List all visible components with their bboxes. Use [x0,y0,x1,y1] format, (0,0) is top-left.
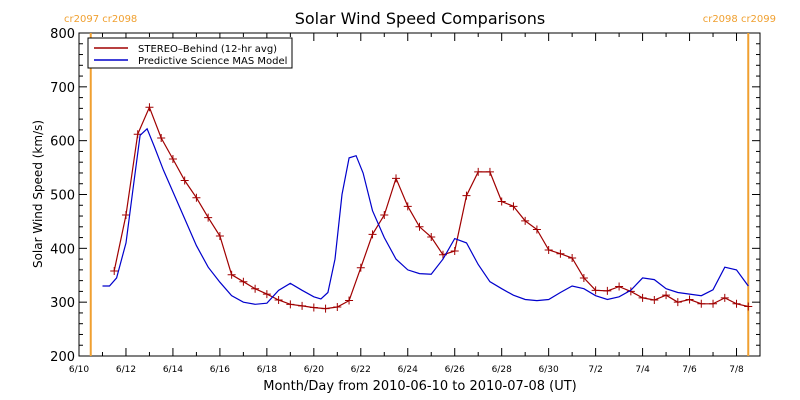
y-tick-label: 700 [50,81,75,96]
data-point [356,263,365,272]
data-point [227,270,236,279]
data-point [168,154,177,163]
y-tick-label: 400 [50,242,75,257]
x-tick-label: 6/18 [257,365,277,375]
data-point [662,291,671,300]
data-point [333,303,342,312]
data-point [638,293,647,302]
x-tick-label: 6/14 [163,365,183,375]
x-tick-label: 6/24 [398,365,418,375]
x-tick-label: 6/30 [539,365,559,375]
data-point [427,233,436,242]
x-tick-label: 6/20 [304,365,324,375]
y-axis-label: Solar Wind Speed (km/s) [31,120,45,268]
y-tick-label: 600 [50,135,75,150]
plot-area: 200 300 400 500 600 700 800 6/10 6/12 6/14 6/16 6/1… [50,14,776,375]
data-point [709,299,718,308]
data-point [697,299,706,308]
data-point [110,266,119,275]
x-tick-label: 7/2 [588,365,602,375]
chart-title: Solar Wind Speed Comparisons [295,9,546,28]
data-point [180,176,189,185]
data-point [380,210,389,219]
data-point [568,254,577,263]
x-tick-label: 7/4 [635,365,650,375]
data-point [345,296,354,305]
x-tick-label: 6/28 [492,365,512,375]
data-point [145,103,154,112]
x-tick-label: 6/10 [69,365,89,375]
carrington-marker-label: cr2098 cr2099 [703,14,776,25]
data-point [685,295,694,304]
data-point [485,167,494,176]
data-point [157,133,166,142]
x-tick-label: 6/12 [116,365,136,375]
carrington-marker-label: cr2097 cr2098 [64,14,137,25]
data-point [192,193,201,202]
data-point [415,222,424,231]
x-tick-label: 6/22 [351,365,371,375]
legend-entry: Predictive Science MAS Model [138,56,287,67]
y-tick-label: 800 [50,27,75,42]
data-point [204,213,213,222]
series-line-0 [113,105,749,310]
data-point [532,225,541,234]
x-tick-label: 6/26 [445,365,465,375]
plot-frame [78,32,761,357]
data-point [121,210,130,219]
data-point [309,303,318,312]
x-axis-label: Month/Day from 2010-06-10 to 2010-07-08 … [263,379,576,394]
data-point [403,202,412,211]
data-point [650,296,659,305]
data-point [251,284,260,293]
data-point [298,301,307,310]
data-point [720,293,729,302]
y-tick-label: 500 [50,189,75,204]
data-point [286,300,295,309]
x-tick-label: 7/8 [729,365,744,375]
data-point [521,216,530,225]
data-point [474,167,483,176]
data-point [744,302,753,311]
data-point [462,191,471,200]
data-point [509,202,518,211]
x-tick-label: 6/16 [210,365,230,375]
data-point [450,247,459,256]
data-point [673,298,682,307]
data-point [262,290,271,299]
data-point [603,286,612,295]
series-line-1 [102,127,749,305]
data-point [497,197,506,206]
data-point [215,231,224,240]
data-point [615,282,624,291]
data-point [274,296,283,305]
data-point [556,249,565,258]
y-tick-label: 300 [50,296,75,311]
data-point [544,245,553,254]
data-point [133,130,142,139]
data-point [321,304,330,313]
data-point [579,273,588,282]
x-tick-label: 7/6 [682,365,697,375]
data-point [732,299,741,308]
y-tick-label: 200 [50,350,75,365]
legend-box [87,37,293,69]
data-point [392,174,401,183]
data-point [368,230,377,239]
data-point [591,286,600,295]
data-point [239,277,248,286]
legend-entry: STEREO–Behind (12-hr avg) [138,44,277,55]
